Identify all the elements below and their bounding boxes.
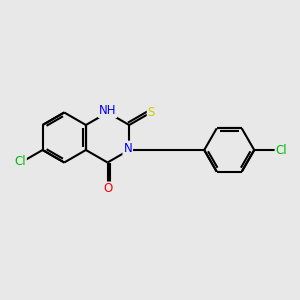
Text: Cl: Cl (275, 143, 287, 157)
Text: Cl: Cl (14, 155, 26, 168)
Text: N: N (123, 142, 132, 154)
Text: NH: NH (99, 104, 116, 117)
Text: S: S (148, 106, 155, 118)
Text: O: O (103, 182, 112, 196)
